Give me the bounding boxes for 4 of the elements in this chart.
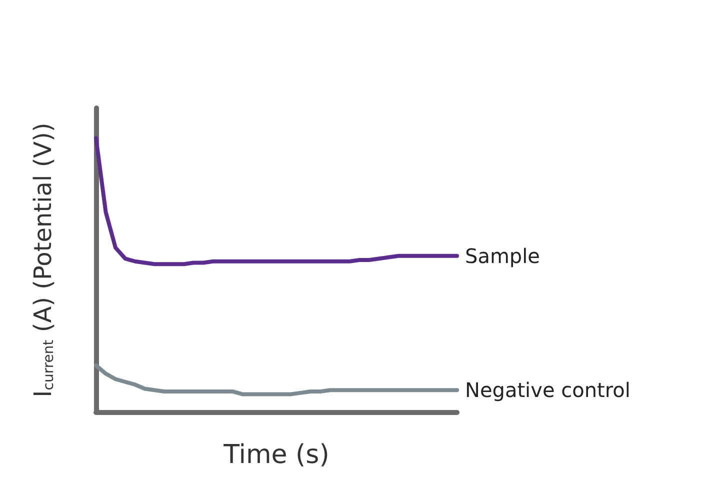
x-axis-title: Time (s) bbox=[222, 440, 330, 470]
series-label: Sample bbox=[465, 244, 540, 268]
y-axis-title: Icurrent (A) (Potential (V)) bbox=[29, 122, 57, 398]
series-label: Negative control bbox=[465, 378, 630, 402]
